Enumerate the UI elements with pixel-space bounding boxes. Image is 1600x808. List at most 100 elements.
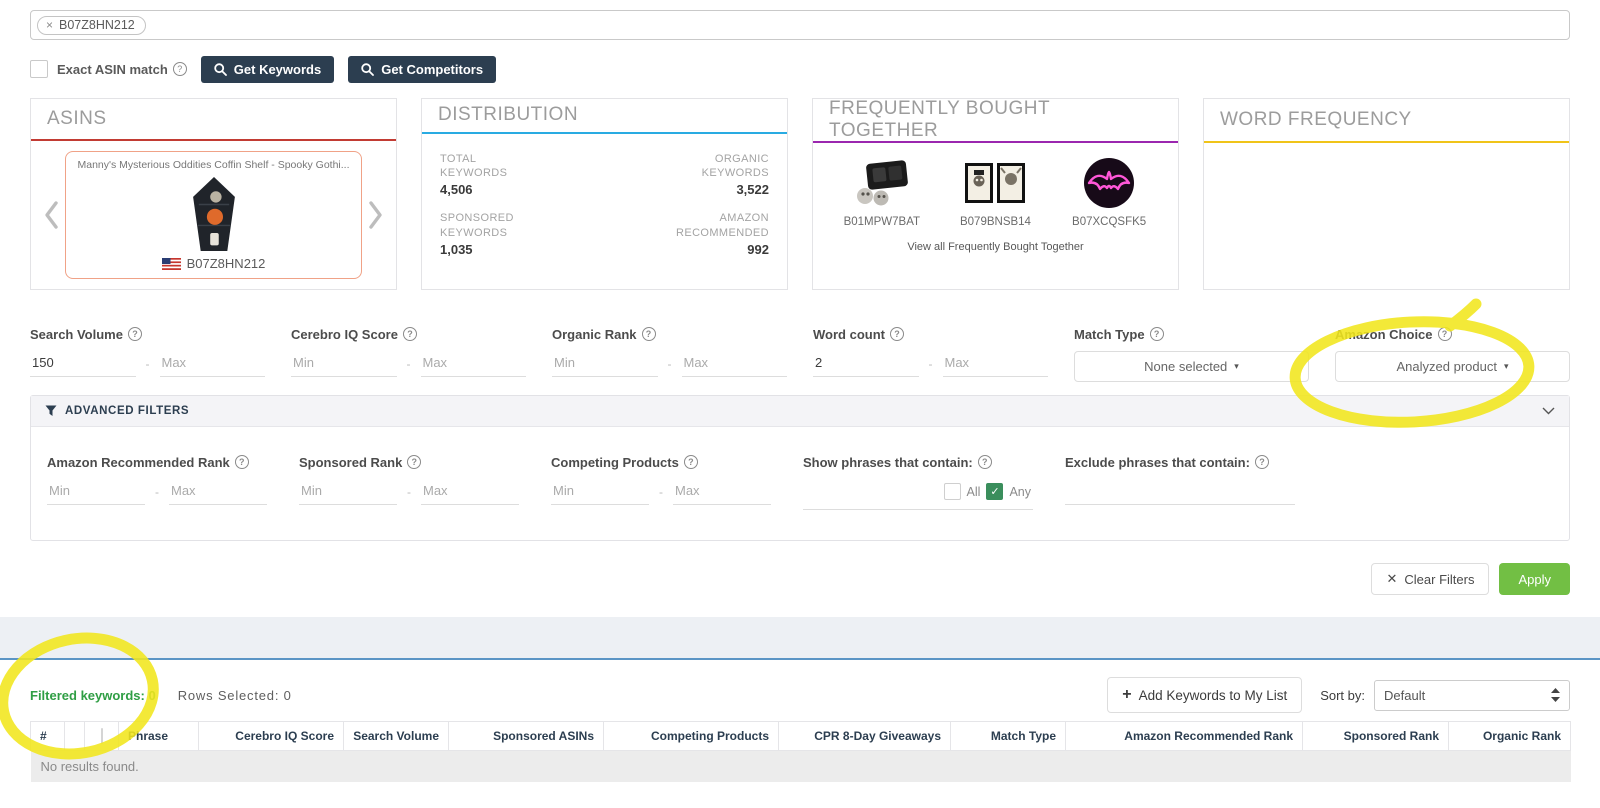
advanced-filters-header[interactable]: ADVANCED FILTERS [31, 396, 1569, 427]
cerebro-iq-min-input[interactable] [291, 351, 397, 377]
sort-by-label: Sort by: [1320, 687, 1365, 703]
help-icon[interactable]: ? [127, 327, 142, 341]
col-sponsored-rank[interactable]: Sponsored Rank [1302, 721, 1449, 751]
help-icon[interactable]: ? [683, 455, 698, 469]
get-keywords-button[interactable]: Get Keywords [200, 55, 335, 83]
carousel-prev-icon[interactable] [43, 200, 59, 230]
table-header-row: # Phrase Cerebro IQ Score Search Volume … [30, 721, 1571, 751]
fbt-product-asin: B079BNSB14 [959, 216, 1031, 228]
select-all-checkbox[interactable] [100, 728, 103, 744]
fbt-card: FREQUENTLY BOUGHT TOGETHER [812, 98, 1179, 290]
col-match-type[interactable]: Match Type [950, 721, 1066, 751]
filter-competing-products: Competing Products? - [551, 453, 771, 510]
amazon-choice-dropdown[interactable]: Analyzed product ▾ [1335, 351, 1570, 382]
filter-cerebro-iq-score: Cerebro IQ Score? - [291, 325, 526, 382]
clear-x-icon: ✕ [1386, 571, 1398, 586]
filter-organic-rank: Organic Rank? - [552, 325, 787, 382]
exclude-phrases-input[interactable] [1065, 479, 1295, 505]
all-checkbox[interactable] [943, 483, 961, 500]
competing-products-min-input[interactable] [551, 479, 649, 505]
advanced-filters-panel: ADVANCED FILTERS Amazon Recommended Rank… [30, 395, 1570, 541]
help-icon[interactable]: ? [889, 327, 904, 341]
word-frequency-card-header: WORD FREQUENCY [1204, 99, 1569, 143]
chevron-down-icon: ▾ [1234, 361, 1239, 371]
fbt-product[interactable]: B01MPW7BAT [826, 157, 939, 228]
help-icon[interactable]: ? [977, 455, 992, 469]
competing-products-max-input[interactable] [673, 479, 771, 505]
distribution-card-header: DISTRIBUTION [422, 99, 787, 134]
filter-amazon-recommended-rank: Amazon Recommended Rank? - [47, 453, 267, 510]
col-cerebro-iq-score[interactable]: Cerebro IQ Score [198, 721, 344, 751]
remove-tag-icon[interactable]: × [46, 17, 54, 32]
empty-results-row: No results found. [30, 750, 1571, 782]
chevron-down-icon: ▾ [1503, 361, 1509, 371]
chevron-down-icon[interactable] [1542, 407, 1555, 415]
word-count-min-input[interactable] [813, 351, 919, 377]
stat-sponsored-keywords: SPONSORED KEYWORDS 1,035 [440, 212, 514, 257]
filter-actions-row: ✕ Clear Filters Apply [30, 563, 1570, 595]
search-volume-min-input[interactable] [30, 351, 136, 377]
organic-rank-max-input[interactable] [681, 351, 787, 377]
clear-filters-button[interactable]: ✕ Clear Filters [1371, 563, 1490, 595]
asins-card-header: ASINS [31, 99, 396, 141]
results-table: # Phrase Cerebro IQ Score Search Volume … [30, 721, 1571, 782]
search-icon [361, 62, 375, 76]
col-sponsored-asins[interactable]: Sponsored ASINs [448, 721, 604, 751]
amazon-recommended-rank-max-input[interactable] [169, 479, 267, 505]
help-icon[interactable]: ? [407, 455, 422, 469]
col-competing-products[interactable]: Competing Products [603, 721, 779, 751]
word-count-max-input[interactable] [942, 351, 1048, 377]
sponsored-rank-min-input[interactable] [299, 479, 397, 505]
fbt-product[interactable]: B079BNSB14 [939, 157, 1052, 228]
amazon-recommended-rank-min-input[interactable] [47, 479, 145, 505]
distribution-card: DISTRIBUTION TOTAL KEYWORDS 4,506 ORGANI… [421, 98, 788, 290]
col-amazon-recommended-rank[interactable]: Amazon Recommended Rank [1065, 721, 1303, 751]
search-volume-max-input[interactable] [159, 351, 265, 377]
filter-exclude-phrases: Exclude phrases that contain:? [1065, 453, 1295, 510]
col-phrase[interactable]: Phrase [118, 721, 199, 751]
exact-asin-checkbox[interactable] [30, 60, 48, 78]
filter-amazon-choice: Amazon Choice? Analyzed product ▾ [1335, 325, 1570, 382]
exact-asin-help-icon[interactable]: ? [172, 62, 187, 76]
exact-asin-label: Exact ASIN match [57, 61, 168, 77]
help-icon[interactable]: ? [1254, 455, 1269, 469]
analyzed-product-card[interactable]: Manny's Mysterious Oddities Coffin Shelf… [65, 151, 362, 279]
asin-input-bar[interactable]: × B07Z8HN212 [30, 10, 1570, 40]
filter-word-count: Word count? - [813, 325, 1048, 382]
filter-sponsored-rank: Sponsored Rank? - [299, 453, 519, 510]
apply-button[interactable]: Apply [1499, 563, 1570, 595]
col-select[interactable] [84, 721, 119, 751]
filter-match-type: Match Type? None selected ▾ [1074, 325, 1309, 382]
help-icon[interactable]: ? [234, 455, 249, 469]
cerebro-iq-max-input[interactable] [420, 351, 526, 377]
sponsored-rank-max-input[interactable] [421, 479, 519, 505]
add-keywords-button[interactable]: + Add Keywords to My List [1107, 677, 1303, 713]
col-organic-rank[interactable]: Organic Rank [1448, 721, 1571, 751]
empty-results-message: No results found. [30, 750, 1571, 782]
col-cpr-giveaways[interactable]: CPR 8-Day Giveaways [778, 721, 951, 751]
help-icon[interactable]: ? [402, 327, 417, 341]
product-title: Manny's Mysterious Oddities Coffin Shelf… [77, 159, 350, 171]
fbt-product-asin: B01MPW7BAT [843, 216, 921, 228]
help-icon[interactable]: ? [1149, 327, 1164, 341]
fbt-product[interactable]: B07XCQSFK5 [1053, 157, 1166, 228]
search-icon [214, 62, 227, 76]
any-checkbox-checked[interactable]: ✓ [986, 483, 1004, 500]
col-search-volume[interactable]: Search Volume [343, 721, 449, 751]
carousel-next-icon[interactable] [368, 200, 384, 230]
fbt-product-image [1083, 157, 1135, 209]
col-index[interactable]: # [30, 721, 65, 751]
show-phrases-input[interactable]: All ✓ Any [803, 479, 1033, 510]
organic-rank-min-input[interactable] [552, 351, 658, 377]
rows-selected-count: Rows Selected: 0 [177, 687, 292, 703]
match-type-dropdown[interactable]: None selected ▾ [1074, 351, 1309, 382]
help-icon[interactable]: ? [641, 327, 656, 341]
us-flag-icon [161, 257, 181, 270]
get-competitors-button[interactable]: Get Competitors [348, 55, 497, 83]
asin-tag[interactable]: × B07Z8HN212 [37, 15, 146, 35]
fbt-product-image [963, 157, 1027, 209]
sort-select[interactable]: Default [1374, 679, 1570, 711]
help-icon[interactable]: ? [1437, 327, 1452, 341]
check-icon: ✓ [990, 486, 1000, 498]
view-all-fbt-link[interactable]: View all Frequently Bought Together [907, 241, 1084, 253]
